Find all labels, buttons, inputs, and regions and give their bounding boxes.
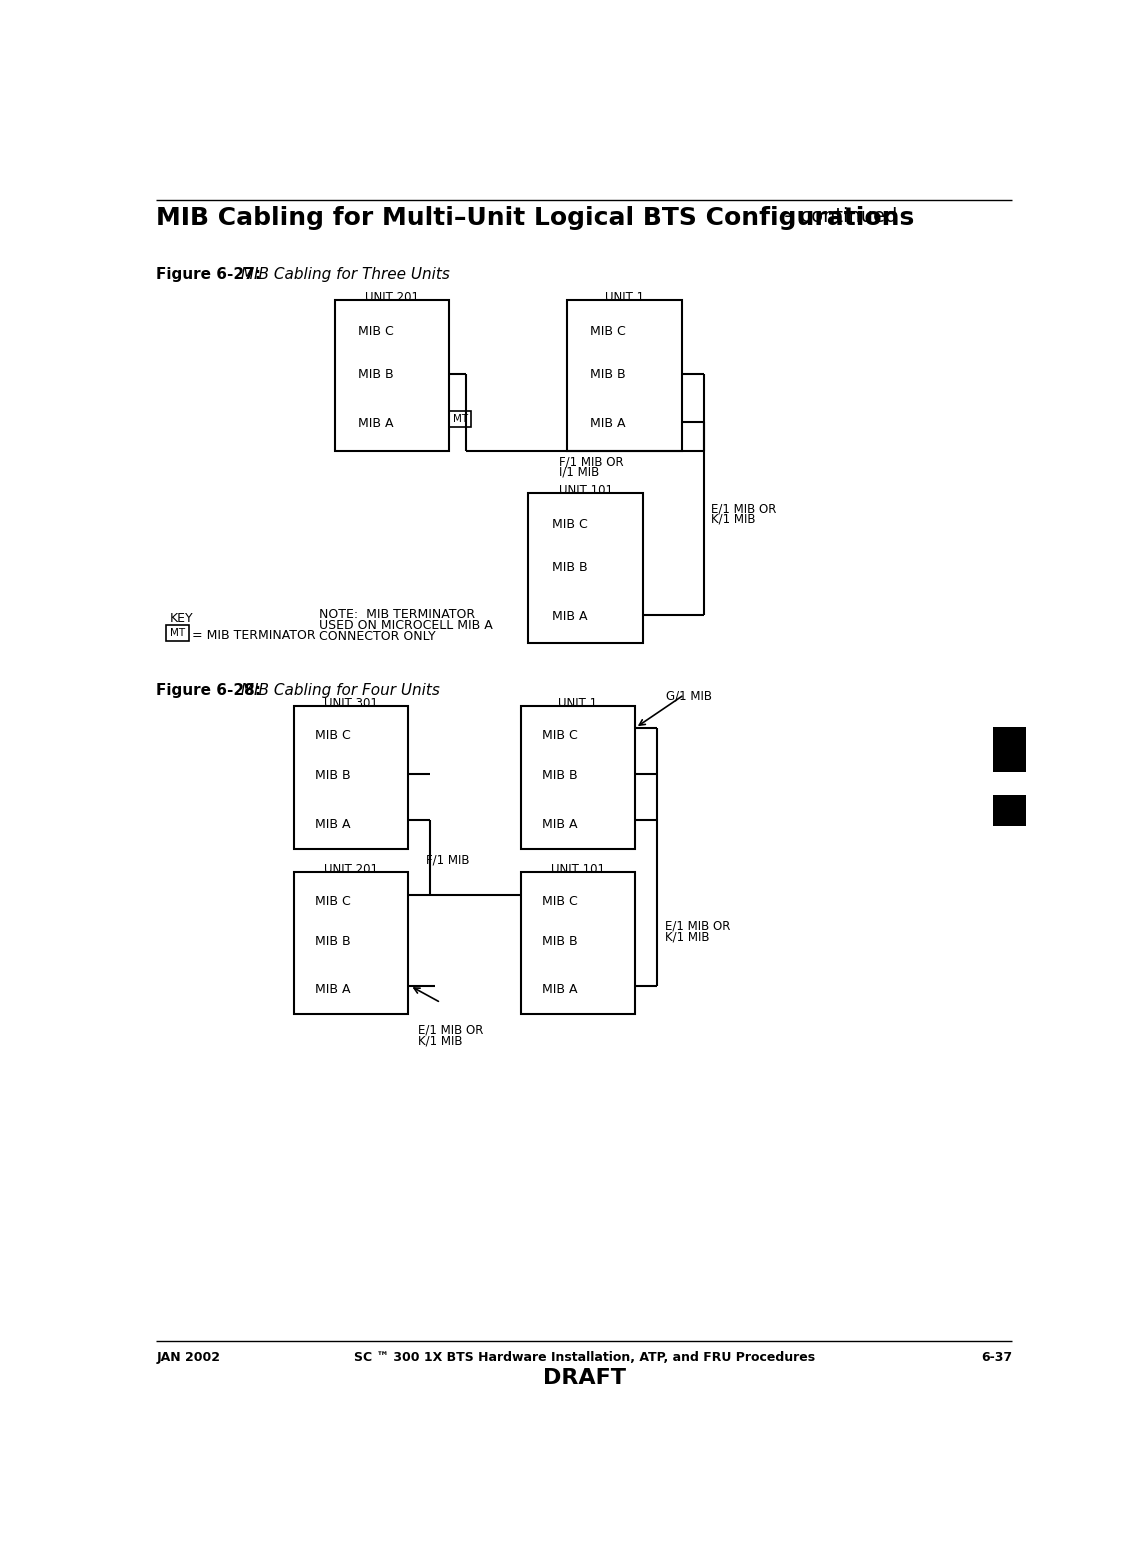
Text: MIB C: MIB C	[543, 729, 578, 743]
Text: MIB C: MIB C	[316, 729, 351, 743]
Text: MIB A: MIB A	[358, 418, 393, 430]
Text: UNIT 1: UNIT 1	[559, 698, 597, 710]
Text: Figure 6-27:: Figure 6-27:	[156, 267, 261, 283]
Text: SC ™ 300 1X BTS Hardware Installation, ATP, and FRU Procedures: SC ™ 300 1X BTS Hardware Installation, A…	[353, 1350, 815, 1364]
Text: MIB A: MIB A	[543, 984, 578, 996]
Bar	[993, 727, 1026, 772]
Text: USED ON MICROCELL MIB A: USED ON MICROCELL MIB A	[319, 618, 492, 632]
Text: MIB Cabling for Three Units: MIB Cabling for Three Units	[236, 267, 449, 283]
Bar	[521, 872, 635, 1015]
Text: MIB B: MIB B	[316, 769, 351, 782]
Text: MIB C: MIB C	[552, 517, 587, 530]
Text: I/1 MIB: I/1 MIB	[560, 466, 600, 479]
Text: JAN 2002: JAN 2002	[156, 1350, 220, 1364]
Text: K/1 MIB: K/1 MIB	[711, 513, 756, 525]
Bar	[294, 706, 408, 848]
Text: MIB C: MIB C	[316, 895, 351, 908]
Text: MT: MT	[453, 415, 467, 424]
Text: MIB B: MIB B	[543, 936, 578, 948]
Text: Figure 6-28:: Figure 6-28:	[156, 684, 261, 698]
Text: E/1 MIB OR: E/1 MIB OR	[711, 502, 776, 516]
Text: MT: MT	[170, 628, 185, 639]
Text: MIB B: MIB B	[316, 936, 351, 948]
Text: MIB Cabling for Multi–Unit Logical BTS Configurations: MIB Cabling for Multi–Unit Logical BTS C…	[156, 205, 914, 230]
Bar	[568, 300, 682, 451]
Bar	[335, 300, 449, 451]
Text: – continued: – continued	[777, 207, 897, 227]
Text: MIB A: MIB A	[591, 418, 626, 430]
Text: UNIT 1: UNIT 1	[605, 291, 644, 305]
Text: E/1 MIB OR: E/1 MIB OR	[665, 920, 731, 932]
Text: UNIT 101: UNIT 101	[551, 862, 605, 875]
Text: MIB A: MIB A	[552, 611, 587, 623]
Text: DRAFT: DRAFT	[543, 1369, 626, 1388]
Text: KEY: KEY	[170, 612, 194, 625]
Text: MIB B: MIB B	[543, 769, 578, 782]
Text: 6: 6	[1003, 777, 1017, 797]
Text: MIB A: MIB A	[316, 984, 351, 996]
Text: MIB C: MIB C	[358, 325, 393, 339]
Text: UNIT 101: UNIT 101	[559, 483, 613, 497]
Text: UNIT 201: UNIT 201	[324, 862, 378, 875]
Text: K/1 MIB: K/1 MIB	[417, 1035, 462, 1047]
Text: MIB C: MIB C	[591, 325, 626, 339]
Bar	[529, 493, 643, 643]
Text: MIB A: MIB A	[316, 817, 351, 831]
Text: UNIT 301: UNIT 301	[324, 698, 378, 710]
Bar	[294, 872, 408, 1015]
Text: CONNECTOR ONLY: CONNECTOR ONLY	[319, 629, 435, 643]
Text: MIB B: MIB B	[358, 368, 393, 381]
Text: MIB A: MIB A	[543, 817, 578, 831]
Text: NOTE:  MIB TERMINATOR: NOTE: MIB TERMINATOR	[319, 609, 475, 622]
Bar	[993, 794, 1026, 825]
Text: F/1 MIB: F/1 MIB	[426, 853, 470, 866]
Text: F/1 MIB OR: F/1 MIB OR	[560, 455, 624, 468]
Text: MIB B: MIB B	[552, 561, 587, 573]
Text: MIB B: MIB B	[591, 368, 626, 381]
Text: G/1 MIB: G/1 MIB	[667, 690, 712, 702]
Text: MIB Cabling for Four Units: MIB Cabling for Four Units	[236, 684, 439, 698]
Text: MIB C: MIB C	[543, 895, 578, 908]
Bar	[165, 625, 189, 640]
Text: 6-37: 6-37	[980, 1350, 1012, 1364]
Bar	[521, 706, 635, 848]
Text: K/1 MIB: K/1 MIB	[665, 931, 709, 943]
Bar	[449, 410, 471, 427]
Text: E/1 MIB OR: E/1 MIB OR	[417, 1024, 483, 1037]
Text: = MIB TERMINATOR: = MIB TERMINATOR	[193, 629, 316, 642]
Text: UNIT 201: UNIT 201	[365, 291, 420, 305]
